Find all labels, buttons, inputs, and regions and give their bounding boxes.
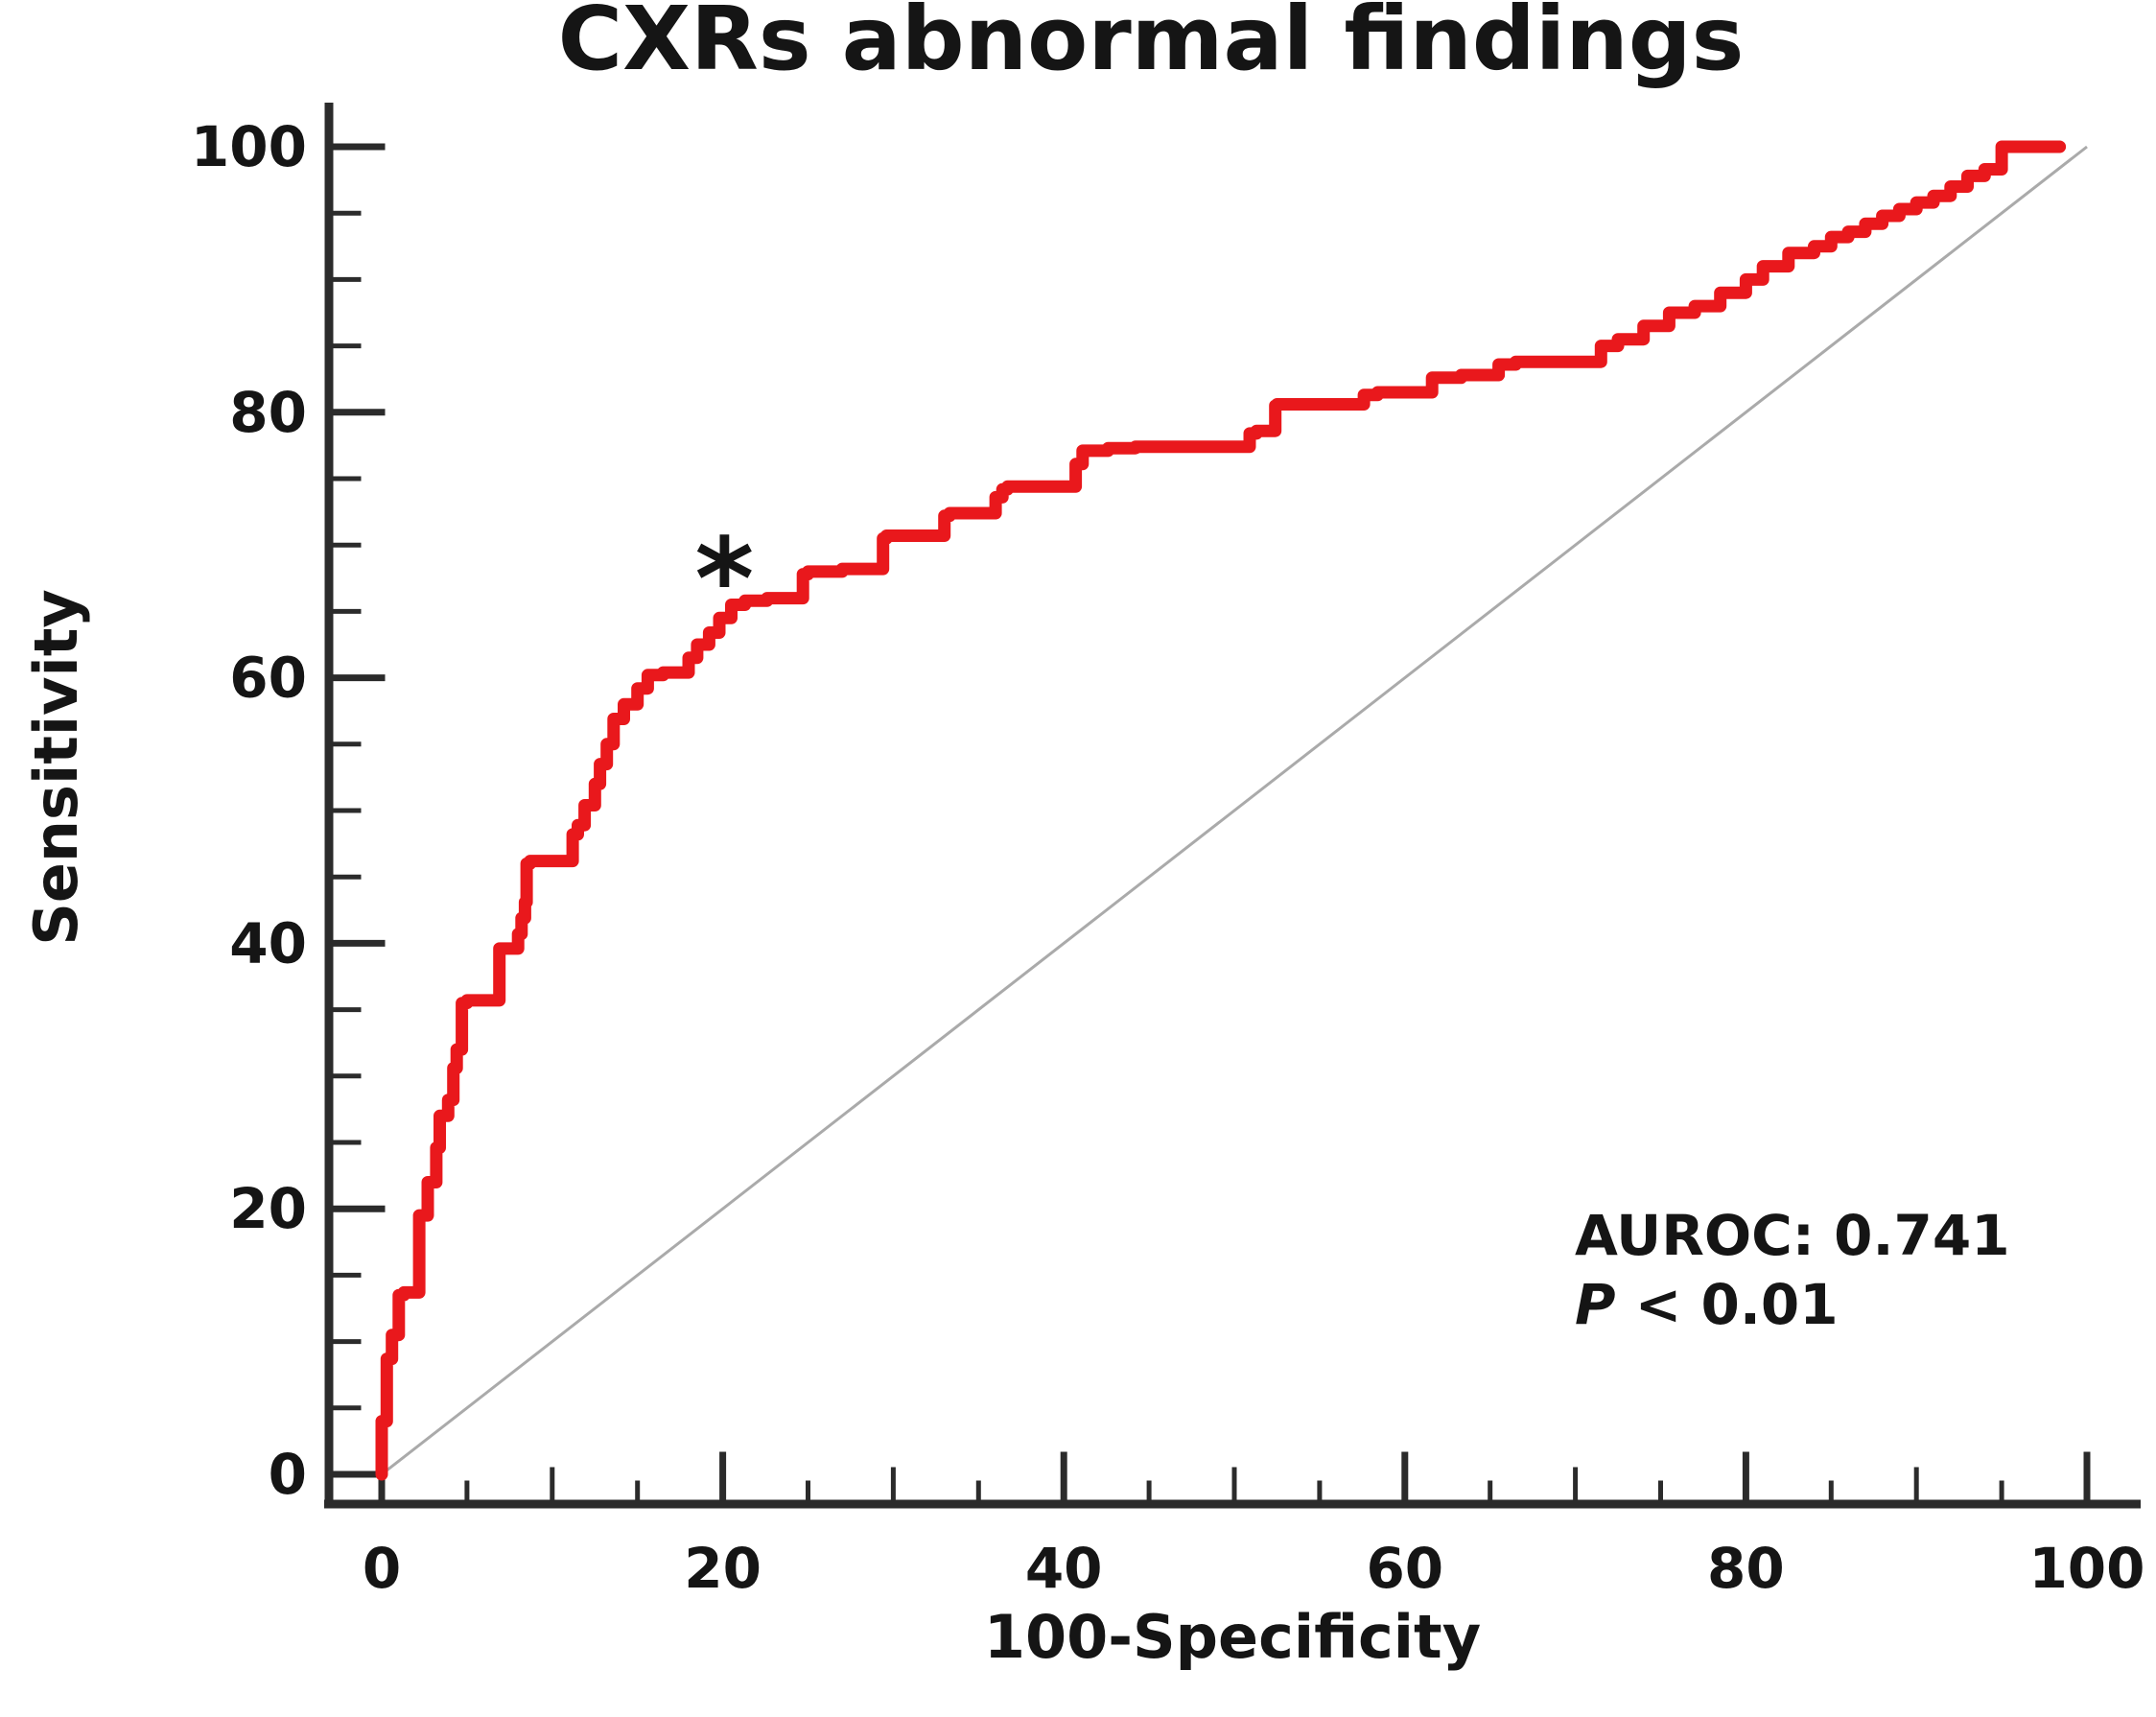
p-value-comparison: < 0.01 [1616,1272,1839,1337]
y-tick-label: 80 [229,380,307,445]
y-axis-label: Sensitivity [21,589,91,946]
axes-group: 0 20 40 60 80 100 0 20 40 60 80 100 [191,103,2145,1601]
x-tick-label: 80 [1707,1536,1785,1601]
x-tick-label: 60 [1366,1536,1443,1601]
x-axis-label: 100-Specificity [984,1602,1481,1672]
y-tick-label: 60 [229,646,307,711]
p-value-italic-label: P [1575,1272,1616,1337]
reference-diagonal-line [381,145,2088,1476]
roc-curve-line [375,140,2067,1481]
x-tick-label: 100 [2028,1536,2144,1601]
chart-title: CXRs abnormal findings [558,0,1745,90]
y-tick-label: 20 [229,1176,307,1241]
y-tick-label: 100 [191,114,307,179]
curve-group [375,140,2088,1481]
x-tick-label: 20 [684,1536,762,1601]
x-tick-label: 0 [363,1536,401,1601]
y-tick-label: 0 [269,1442,307,1507]
operating-point-marker-icon: * [695,513,755,646]
y-tick-label: 40 [229,910,307,976]
auroc-value-text: AUROC: 0.741 [1575,1203,2010,1268]
x-tick-label: 40 [1025,1536,1103,1601]
p-value-text: P < 0.01 [1575,1272,1839,1337]
